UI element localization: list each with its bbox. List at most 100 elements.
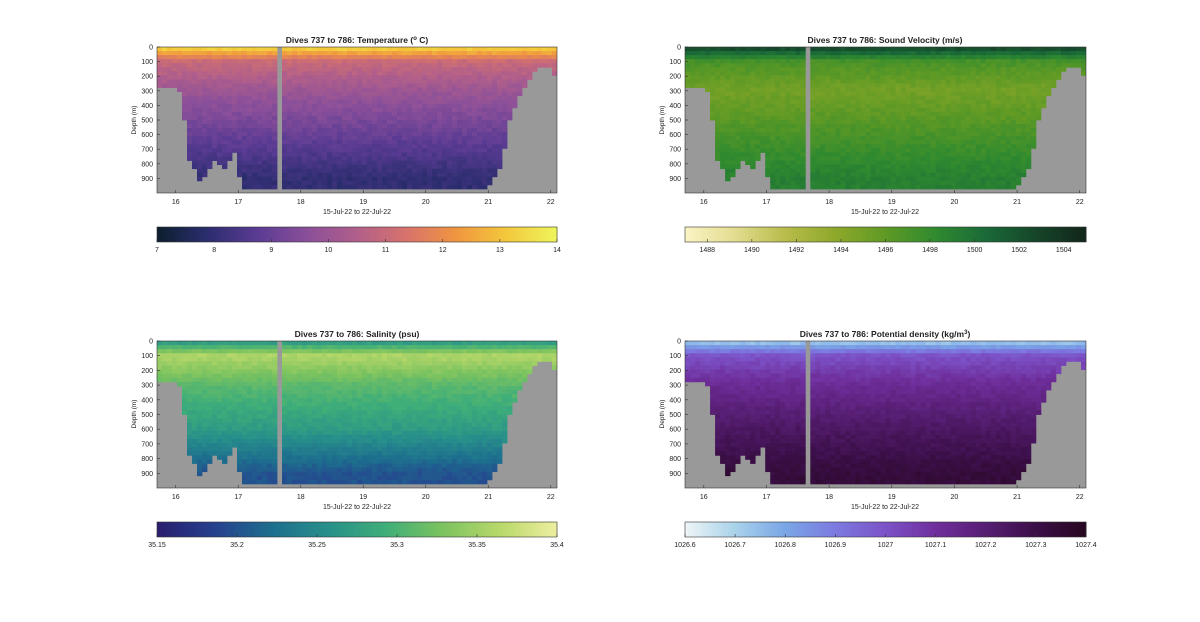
heatmap-cell	[845, 59, 851, 64]
heatmap-cell	[162, 357, 168, 362]
heatmap-cell	[207, 67, 213, 72]
colorbar-segment	[705, 227, 709, 242]
heatmap-cell	[502, 128, 508, 133]
heatmap-cell	[900, 156, 906, 161]
heatmap-cell	[462, 83, 468, 88]
heatmap-cell	[880, 107, 886, 113]
heatmap-cell	[372, 115, 378, 121]
heatmap-cell	[830, 67, 836, 72]
heatmap-cell	[337, 120, 343, 125]
heatmap-cell	[970, 136, 977, 141]
heatmap-cell	[845, 91, 851, 97]
heatmap-cell	[447, 87, 453, 93]
heatmap-cell	[880, 59, 886, 64]
colorbar-segment	[320, 227, 325, 242]
heatmap-cell	[417, 124, 423, 129]
heatmap-cell	[855, 91, 861, 97]
heatmap-cell	[357, 107, 363, 113]
heatmap-cell	[960, 111, 967, 117]
heatmap-cell	[890, 156, 896, 161]
heatmap-cell	[925, 111, 932, 117]
heatmap-cell	[242, 172, 248, 178]
heatmap-cell	[282, 47, 288, 52]
heatmap-cell	[785, 115, 791, 121]
heatmap-cell	[820, 164, 826, 170]
heatmap-cell	[197, 91, 203, 97]
heatmap-cell	[477, 180, 483, 186]
heatmap-cell	[790, 111, 796, 117]
heatmap-cell	[167, 345, 173, 350]
heatmap-cell	[820, 67, 826, 72]
heatmap-cell	[287, 184, 293, 190]
heatmap-cell	[955, 115, 962, 121]
heatmap-cell	[800, 164, 806, 170]
heatmap-cell	[317, 55, 323, 60]
heatmap-cell	[965, 115, 972, 121]
heatmap-cell	[730, 136, 736, 141]
heatmap-cell	[357, 124, 363, 129]
heatmap-cell	[1035, 83, 1042, 88]
heatmap-cell	[392, 71, 398, 76]
heatmap-cell	[900, 184, 906, 190]
heatmap-cell	[765, 51, 771, 56]
heatmap-cell	[397, 91, 403, 97]
heatmap-cell	[317, 176, 323, 182]
heatmap-cell	[467, 160, 473, 166]
heatmap-cell	[815, 168, 821, 174]
heatmap-cell	[407, 120, 413, 125]
heatmap-cell	[850, 99, 856, 105]
heatmap-cell	[930, 148, 937, 153]
heatmap-cell	[1005, 184, 1012, 190]
heatmap-cell	[1010, 144, 1017, 149]
heatmap-cell	[940, 67, 947, 72]
heatmap-cell	[785, 140, 791, 145]
heatmap-cell	[467, 120, 473, 125]
heatmap-cell	[377, 184, 383, 190]
heatmap-cell	[452, 128, 458, 133]
heatmap-cell	[287, 152, 293, 157]
heatmap-cell	[352, 55, 358, 60]
heatmap-cell	[452, 152, 458, 157]
heatmap-cell	[272, 75, 278, 80]
heatmap-cell	[192, 160, 198, 166]
heatmap-cell	[157, 373, 163, 379]
heatmap-cell	[357, 99, 363, 105]
heatmap-cell	[790, 128, 796, 133]
heatmap-cell	[267, 148, 273, 153]
heatmap-cell	[412, 75, 418, 80]
colorbar-segment	[878, 227, 883, 242]
heatmap-cell	[317, 83, 323, 88]
heatmap-cell	[695, 47, 701, 52]
heatmap-cell	[262, 75, 268, 80]
heatmap-cell	[467, 164, 473, 170]
heatmap-cell	[880, 124, 886, 129]
heatmap-cell	[367, 160, 373, 166]
heatmap-cell	[935, 152, 942, 157]
colorbar-segment	[210, 227, 215, 242]
heatmap-cell	[542, 55, 548, 60]
heatmap-cell	[532, 51, 538, 56]
heatmap-cell	[1030, 67, 1037, 72]
heatmap-cell	[267, 164, 273, 170]
heatmap-cell	[242, 87, 248, 93]
heatmap-cell	[990, 115, 997, 121]
heatmap-cell	[352, 51, 358, 56]
heatmap-cell	[955, 156, 962, 161]
colorbar-segment	[888, 227, 893, 242]
heatmap-cell	[1005, 176, 1012, 182]
heatmap-cell	[810, 124, 816, 129]
heatmap-cell	[402, 160, 408, 166]
y-tick-label: 900	[141, 176, 153, 183]
heatmap-cell	[865, 59, 871, 64]
heatmap-cell	[1015, 47, 1022, 52]
heatmap-cell	[257, 172, 263, 178]
heatmap-cell	[760, 95, 766, 101]
heatmap-cell	[870, 136, 876, 141]
heatmap-cell	[327, 132, 333, 137]
heatmap-cell	[740, 148, 746, 153]
heatmap-cell	[252, 156, 258, 161]
heatmap-cell	[980, 51, 987, 56]
heatmap-cell	[442, 160, 448, 166]
heatmap-cell	[337, 172, 343, 178]
heatmap-cell	[297, 164, 303, 170]
